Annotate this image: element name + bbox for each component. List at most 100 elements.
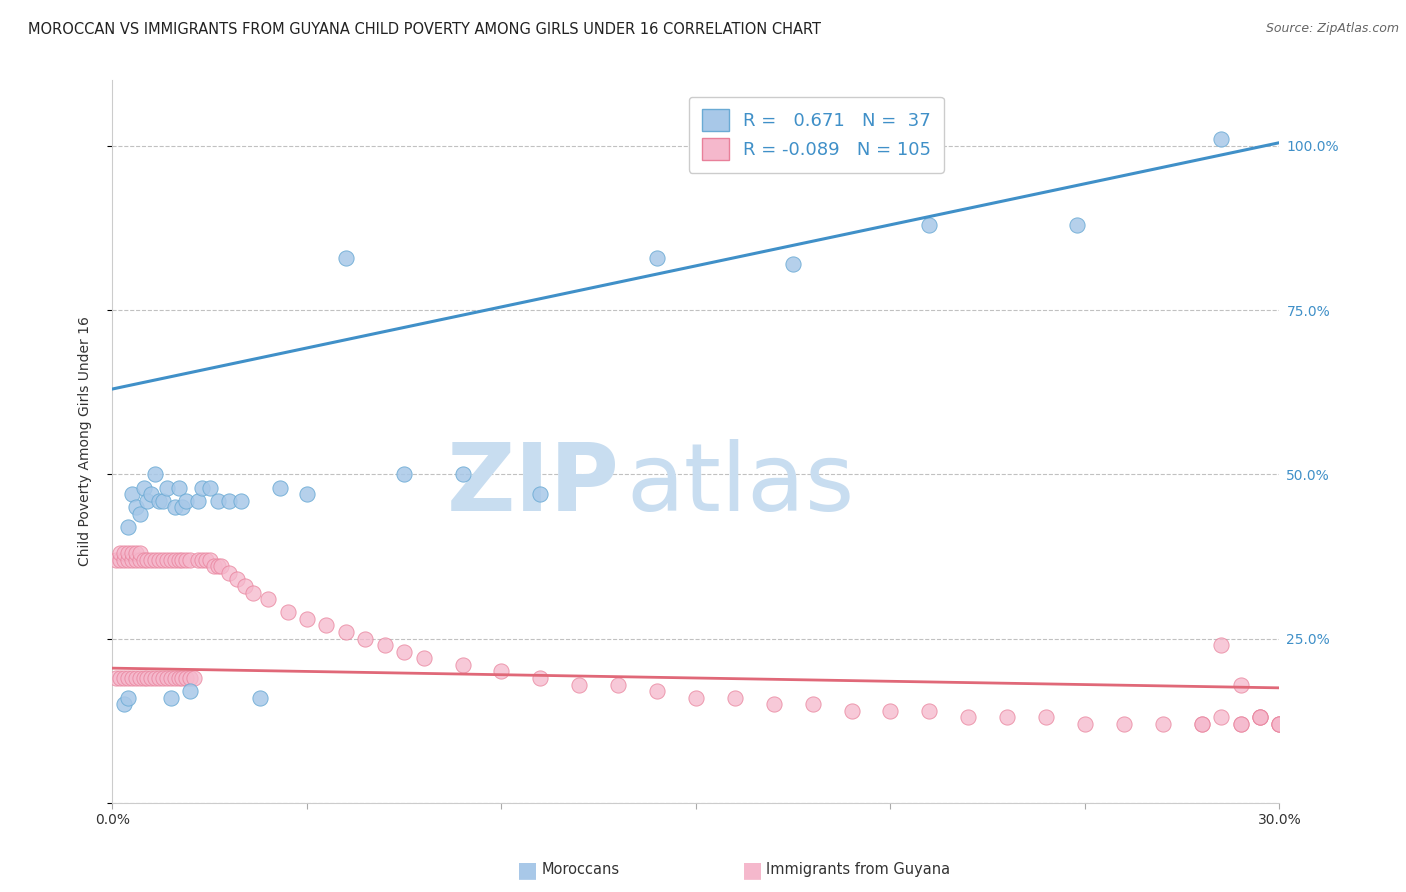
Point xyxy=(451,657,474,672)
Point xyxy=(167,671,190,685)
Point xyxy=(879,704,901,718)
Point xyxy=(1035,710,1057,724)
Point xyxy=(226,573,249,587)
Point xyxy=(110,546,132,560)
Point xyxy=(160,553,183,567)
Point xyxy=(152,553,174,567)
Point xyxy=(179,671,201,685)
Point xyxy=(685,690,707,705)
Point xyxy=(229,493,252,508)
Point xyxy=(128,671,150,685)
Point xyxy=(141,553,163,567)
Point xyxy=(801,698,824,712)
Point xyxy=(121,546,143,560)
Point xyxy=(105,553,128,567)
Point xyxy=(207,559,229,574)
Point xyxy=(121,671,143,685)
Point xyxy=(209,559,232,574)
Point xyxy=(125,553,148,567)
Point xyxy=(451,467,474,482)
Point xyxy=(374,638,396,652)
Point xyxy=(105,671,128,685)
Point xyxy=(218,493,240,508)
Point xyxy=(295,612,318,626)
Point xyxy=(568,677,591,691)
Point xyxy=(1268,717,1291,731)
Point xyxy=(128,507,150,521)
Point xyxy=(1191,717,1213,731)
Point xyxy=(412,651,434,665)
Text: ZIP: ZIP xyxy=(447,439,620,531)
Point xyxy=(117,546,139,560)
Point xyxy=(112,671,135,685)
Point xyxy=(957,710,980,724)
Point xyxy=(1268,717,1291,731)
Point xyxy=(1288,710,1310,724)
Point xyxy=(645,684,668,698)
Point xyxy=(112,698,135,712)
Point xyxy=(141,671,163,685)
Point xyxy=(183,671,205,685)
Point xyxy=(198,553,221,567)
Point xyxy=(110,553,132,567)
Point xyxy=(202,559,225,574)
Point xyxy=(1229,677,1251,691)
Text: Source: ZipAtlas.com: Source: ZipAtlas.com xyxy=(1265,22,1399,36)
Point xyxy=(394,645,416,659)
Point xyxy=(841,704,863,718)
Point xyxy=(167,481,190,495)
Point xyxy=(198,481,221,495)
Point xyxy=(160,671,183,685)
Point xyxy=(110,671,132,685)
Point xyxy=(148,671,170,685)
Point xyxy=(172,500,194,515)
Point xyxy=(918,218,941,232)
Point xyxy=(163,553,186,567)
Point xyxy=(1346,698,1368,712)
Point xyxy=(132,671,155,685)
Point xyxy=(176,493,198,508)
Point xyxy=(117,520,139,534)
Point xyxy=(167,553,190,567)
Point xyxy=(207,493,229,508)
Point xyxy=(117,690,139,705)
Point xyxy=(148,553,170,567)
Point xyxy=(187,493,209,508)
Point xyxy=(995,710,1018,724)
Point xyxy=(1066,218,1088,232)
Point xyxy=(125,671,148,685)
Point xyxy=(1152,717,1174,731)
Point xyxy=(1209,638,1232,652)
Point xyxy=(194,553,217,567)
Point xyxy=(163,500,186,515)
Point xyxy=(645,251,668,265)
Point xyxy=(491,665,513,679)
Point xyxy=(1308,717,1330,731)
Text: MOROCCAN VS IMMIGRANTS FROM GUYANA CHILD POVERTY AMONG GIRLS UNDER 16 CORRELATIO: MOROCCAN VS IMMIGRANTS FROM GUYANA CHILD… xyxy=(28,22,821,37)
Point xyxy=(152,671,174,685)
Point xyxy=(179,684,201,698)
Point xyxy=(276,605,298,619)
Text: atlas: atlas xyxy=(626,439,855,531)
Point xyxy=(1249,710,1271,724)
Point xyxy=(1191,717,1213,731)
Point xyxy=(143,553,166,567)
Point xyxy=(607,677,630,691)
Point xyxy=(141,487,163,501)
Text: Moroccans: Moroccans xyxy=(541,863,620,877)
Point xyxy=(156,481,179,495)
Point xyxy=(295,487,318,501)
Point xyxy=(218,566,240,580)
Point xyxy=(1365,704,1388,718)
Point xyxy=(269,481,291,495)
Text: ■: ■ xyxy=(742,860,762,880)
Point xyxy=(112,546,135,560)
Point xyxy=(354,632,377,646)
Point xyxy=(529,671,551,685)
Point xyxy=(918,704,941,718)
Point xyxy=(132,481,155,495)
Point xyxy=(762,698,785,712)
Point xyxy=(121,487,143,501)
Point xyxy=(172,553,194,567)
Point xyxy=(1209,132,1232,146)
